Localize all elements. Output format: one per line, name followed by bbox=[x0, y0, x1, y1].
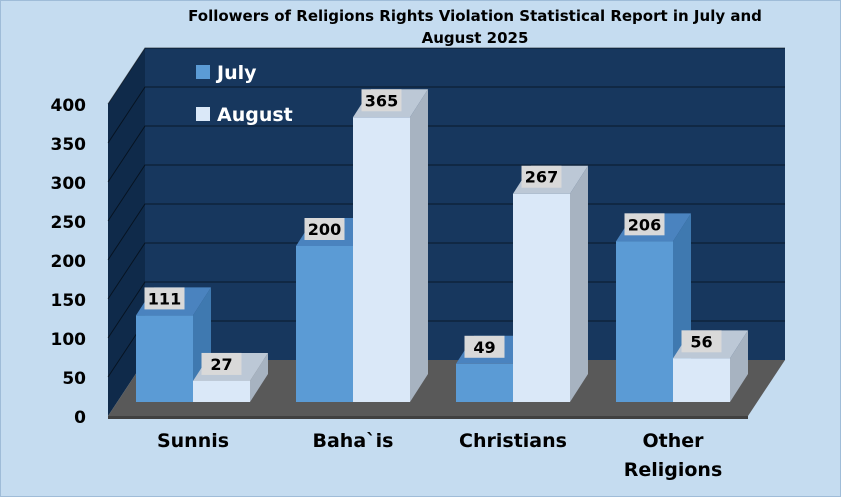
x-tick-label: Baha`is bbox=[313, 430, 394, 452]
bar bbox=[193, 380, 250, 402]
data-label-box bbox=[624, 213, 665, 236]
bar bbox=[616, 241, 673, 402]
y-tick-label: 400 bbox=[51, 96, 87, 116]
legend-label: July bbox=[215, 62, 257, 84]
plot-floor-edge bbox=[108, 416, 748, 419]
chart-title: August 2025 bbox=[422, 29, 529, 47]
bar bbox=[673, 358, 730, 402]
x-tick-label: Other bbox=[642, 430, 704, 452]
data-label-box bbox=[464, 335, 505, 358]
y-tick-label: 50 bbox=[62, 369, 86, 389]
gridline bbox=[107, 125, 785, 183]
plot-floor bbox=[108, 360, 785, 416]
chart-title: Followers of Religions Rights Violation … bbox=[188, 7, 762, 25]
x-tick-label: Sunnis bbox=[157, 430, 229, 452]
data-label: 365 bbox=[365, 91, 398, 110]
x-tick-label: Religions bbox=[624, 459, 723, 481]
bar bbox=[296, 246, 353, 402]
data-label-box bbox=[361, 89, 402, 112]
data-label-box bbox=[144, 287, 185, 310]
y-tick-label: 150 bbox=[51, 291, 87, 311]
bar bbox=[136, 315, 193, 402]
data-label-box bbox=[681, 330, 722, 353]
y-tick-label: 250 bbox=[51, 213, 87, 233]
bar-side bbox=[570, 165, 588, 402]
y-tick-label: 0 bbox=[74, 408, 86, 428]
data-label-box bbox=[201, 352, 242, 375]
gridline bbox=[107, 164, 785, 222]
legend-label: August bbox=[217, 104, 293, 126]
data-label: 56 bbox=[690, 332, 712, 351]
data-label-box bbox=[304, 218, 345, 240]
bar-side bbox=[250, 352, 268, 402]
bar-side bbox=[410, 89, 428, 403]
data-label: 49 bbox=[473, 338, 495, 357]
y-tick-label: 350 bbox=[51, 135, 87, 155]
bar bbox=[456, 363, 513, 402]
bar-side bbox=[730, 330, 748, 402]
bar bbox=[513, 193, 570, 402]
data-label: 267 bbox=[525, 168, 558, 187]
legend-swatch bbox=[196, 65, 210, 79]
y-tick-label: 300 bbox=[51, 174, 87, 194]
y-tick-label: 200 bbox=[51, 252, 87, 272]
y-tick-label: 100 bbox=[51, 330, 87, 350]
gridline bbox=[107, 86, 785, 144]
legend-swatch bbox=[196, 107, 210, 121]
data-label-box bbox=[521, 165, 562, 188]
data-label: 200 bbox=[308, 220, 341, 239]
data-label: 27 bbox=[210, 355, 232, 374]
bar bbox=[353, 117, 410, 403]
data-label: 206 bbox=[628, 215, 661, 234]
gridline bbox=[107, 47, 785, 105]
x-tick-label: Christians bbox=[459, 430, 567, 452]
data-label: 111 bbox=[148, 289, 181, 308]
